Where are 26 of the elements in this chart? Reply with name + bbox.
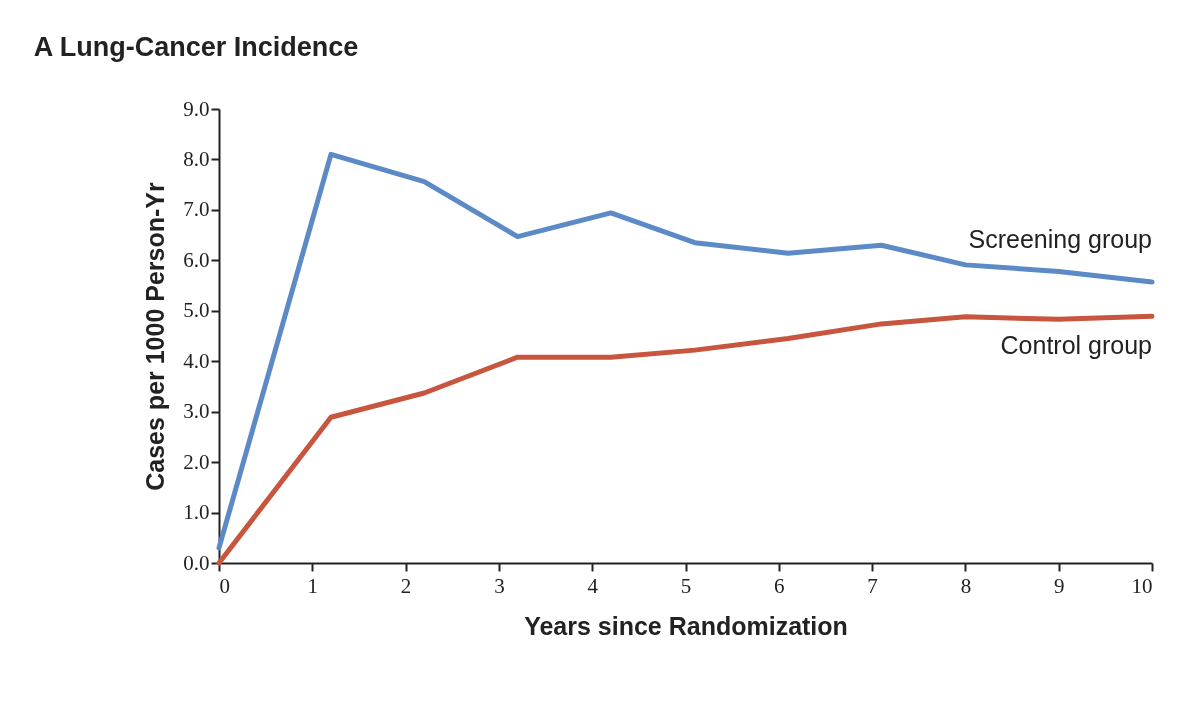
series-label: Control group <box>1000 331 1152 360</box>
y-tick-label: 9.0 <box>183 96 210 121</box>
x-tick-label: 4 <box>587 573 599 598</box>
y-tick-label: 0.0 <box>183 550 210 575</box>
y-axis-title: Cases per 1000 Person-Yr <box>141 181 170 491</box>
y-tick-label: 6.0 <box>183 247 210 272</box>
y-tick-label: 1.0 <box>183 500 210 525</box>
chart-title: A Lung-Cancer Incidence <box>33 32 359 62</box>
x-axis-title: Years since Randomization <box>524 611 848 640</box>
x-tick-label: 5 <box>680 573 692 598</box>
y-tick-label: 3.0 <box>183 399 210 424</box>
y-tick-label: 2.0 <box>183 449 210 474</box>
y-tick-label: 4.0 <box>183 348 210 373</box>
x-tick-label: 10 <box>1131 573 1153 598</box>
x-tick-label: 1 <box>307 573 319 598</box>
x-tick-label: 8 <box>960 573 972 598</box>
x-tick-label: 6 <box>774 573 785 598</box>
x-tick-label: 9 <box>1053 573 1065 598</box>
series-label: Screening group <box>968 225 1152 254</box>
x-tick-label: 7 <box>867 573 878 598</box>
y-tick-label: 8.0 <box>183 146 210 171</box>
y-tick-label: 7.0 <box>183 197 210 222</box>
y-tick-label: 5.0 <box>183 298 210 323</box>
x-tick-label: 0 <box>219 573 230 598</box>
x-tick-label: 3 <box>494 573 505 598</box>
x-tick-label: 2 <box>400 573 412 598</box>
